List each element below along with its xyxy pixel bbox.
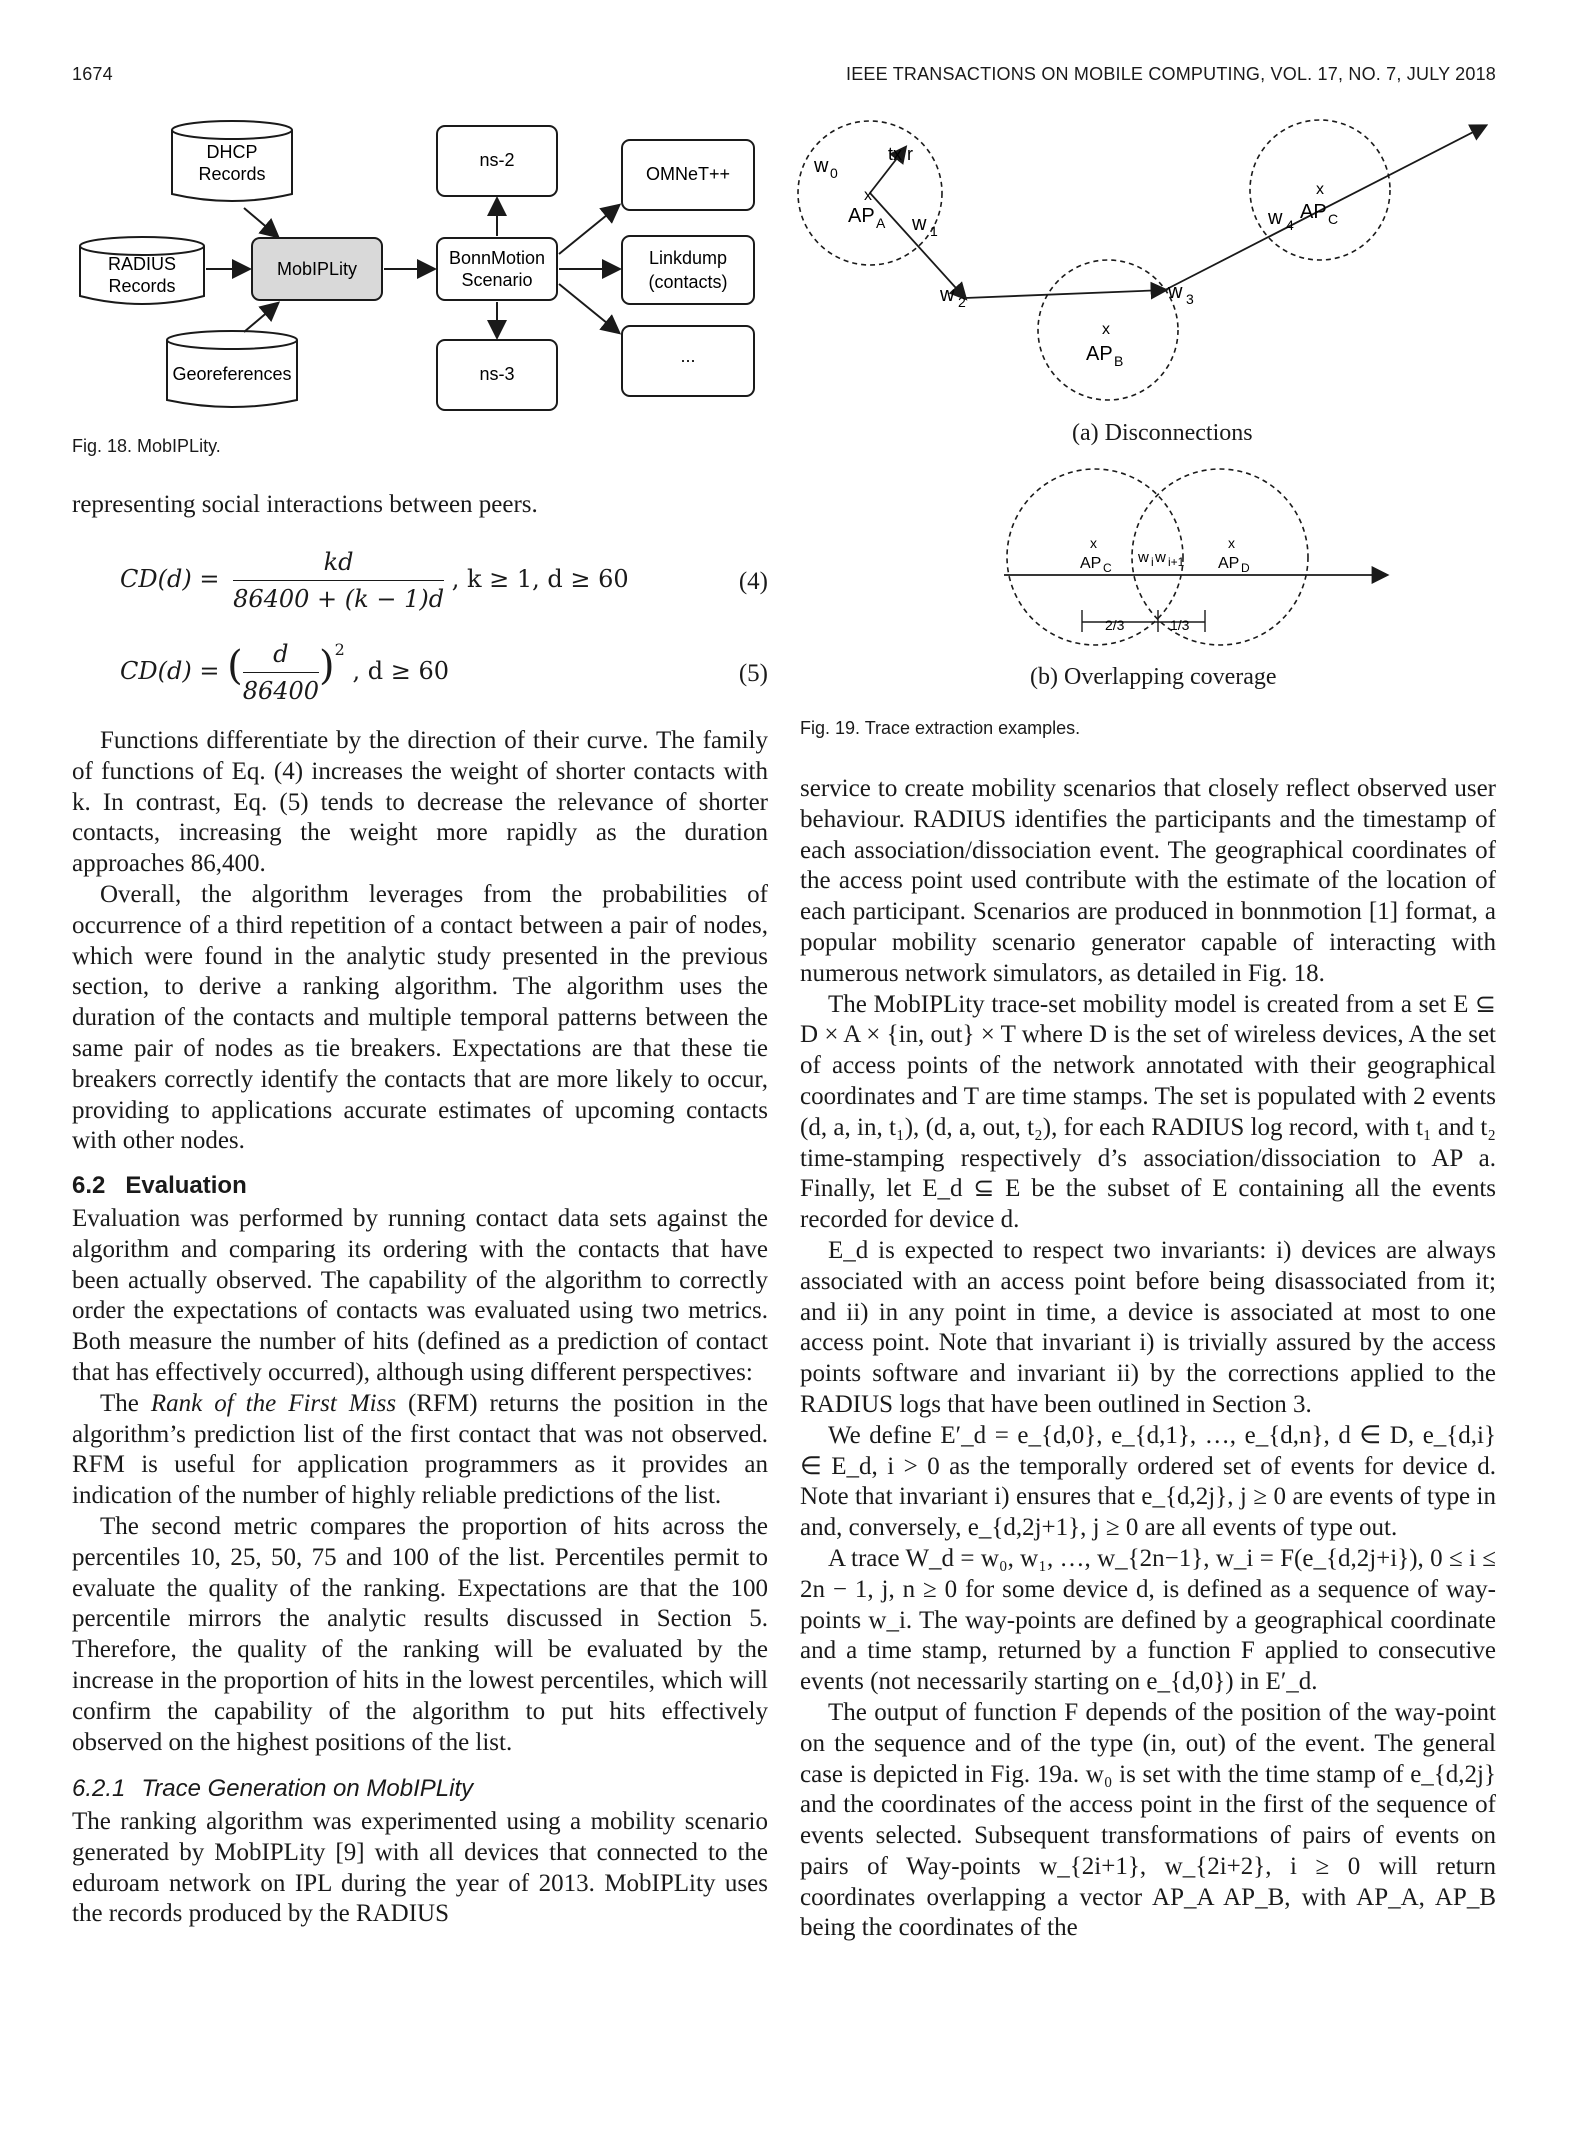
svg-text:2: 2 xyxy=(958,294,966,310)
svg-text:x: x xyxy=(1102,321,1110,338)
eq5-condition: , d ≥ 60 xyxy=(352,657,450,685)
svg-text:ns-2: ns-2 xyxy=(479,150,514,170)
left-column-body: Functions differentiate by the direction… xyxy=(72,726,768,1930)
ns3-node: ns-3 xyxy=(436,339,558,411)
svg-text:B: B xyxy=(1114,353,1123,369)
page-header: 1674 IEEE TRANSACTIONS ON MOBILE COMPUTI… xyxy=(72,64,1496,92)
eq4-lhs: CD(d) = xyxy=(120,565,220,593)
para-trace-set: The MobIPLity trace-set mobility model i… xyxy=(800,990,1496,1234)
svg-text:AP: AP xyxy=(848,205,875,227)
left-column: representing social interactions between… xyxy=(72,490,768,521)
ns2-node: ns-2 xyxy=(436,125,558,197)
eq4-number: (4) xyxy=(738,568,768,595)
svg-text:w: w xyxy=(1154,549,1166,566)
svg-text:ns-3: ns-3 xyxy=(479,364,514,384)
svg-text:4: 4 xyxy=(1286,217,1294,233)
para-service: service to create mobility scenarios tha… xyxy=(800,775,1496,987)
section-6-2-heading: 6.2 Evaluation xyxy=(72,1172,247,1200)
svg-text:w: w xyxy=(911,213,927,235)
svg-text:Scenario: Scenario xyxy=(461,270,532,290)
svg-text:3: 3 xyxy=(1186,291,1194,307)
georeferences-node: Georeferences xyxy=(166,330,298,408)
equation-4: CD(d) = kd 86400 + (k − 1)d , k ≥ 1, d ≥… xyxy=(120,548,768,618)
eq4-numerator: kd xyxy=(233,548,445,581)
svg-text:C: C xyxy=(1328,211,1338,227)
svg-text:AP: AP xyxy=(1080,555,1101,572)
para-rfm: The Rank of the First Miss (RFM) returns… xyxy=(72,1389,768,1510)
svg-text:x: x xyxy=(1090,535,1097,551)
svg-text:1/3: 1/3 xyxy=(1170,617,1190,633)
section-6-2-1-heading: 6.2.1 Trace Generation on MobIPLity xyxy=(72,1775,474,1803)
svg-text:AP: AP xyxy=(1086,343,1113,365)
svg-text:1: 1 xyxy=(930,223,938,239)
eq5-number: (5) xyxy=(738,660,768,687)
fig18-caption: Fig. 18. MobIPLity. xyxy=(72,436,221,456)
para-evaluation: Evaluation was performed by running cont… xyxy=(72,1204,768,1386)
svg-text:AP: AP xyxy=(1300,201,1327,223)
para-define: We define E′_d = e_{d,0}, e_{d,1}, …, e_… xyxy=(800,1421,1496,1542)
page-number: 1674 xyxy=(72,64,113,84)
mobiplity-node: MobIPLity xyxy=(251,237,383,301)
svg-text:OMNeT++: OMNeT++ xyxy=(646,164,730,184)
right-column: service to create mobility scenarios tha… xyxy=(800,774,1496,1944)
eq5-numerator: d xyxy=(242,640,320,673)
para-functions: Functions differentiate by the direction… xyxy=(72,727,768,878)
svg-text:2/3: 2/3 xyxy=(1105,617,1125,633)
fig18-arrows xyxy=(206,196,622,340)
svg-text:D: D xyxy=(1241,561,1250,575)
fig19b-caption: (b) Overlapping coverage xyxy=(1030,664,1277,690)
dhcp-label-2: Records xyxy=(198,164,265,184)
figure-18: DHCP Records RADIUS Records Georeference… xyxy=(72,118,772,428)
svg-text:Linkdump: Linkdump xyxy=(649,248,727,268)
svg-text:MobIPLity: MobIPLity xyxy=(277,259,357,279)
w0-label: w xyxy=(813,155,829,177)
omnet-node: OMNeT++ xyxy=(621,139,755,211)
svg-text:w: w xyxy=(1267,207,1283,229)
para-ranking-experiment: The ranking algorithm was experimented u… xyxy=(72,1808,768,1928)
svg-text:i: i xyxy=(1151,555,1154,569)
eq4-condition: , k ≥ 1, d ≥ 60 xyxy=(451,565,629,593)
svg-text:Georeferences: Georeferences xyxy=(172,364,291,384)
bonnmotion-node: BonnMotion Scenario xyxy=(436,237,558,301)
dhcp-records-node: DHCP Records xyxy=(171,120,293,202)
svg-text:0: 0 xyxy=(830,165,838,181)
para-second-metric: The second metric compares the proportio… xyxy=(72,1512,768,1756)
svg-text:A: A xyxy=(876,215,886,231)
svg-text:BonnMotion: BonnMotion xyxy=(449,248,545,268)
svg-text:w: w xyxy=(939,284,955,306)
more-simulators-node: ... xyxy=(621,325,755,397)
para-trace: A trace W_d = w₀, w₁, …, w_{2n−1}, w_i =… xyxy=(800,1544,1496,1696)
para-invariants: E_d is expected to respect two invariant… xyxy=(800,1236,1496,1418)
svg-text:x: x xyxy=(1316,181,1324,198)
svg-text:AP: AP xyxy=(1218,555,1239,572)
svg-text:i+1: i+1 xyxy=(1168,555,1185,569)
eq5-exponent: 2 xyxy=(334,640,345,659)
equation-5: CD(d) = ( d 86400 )2 , d ≥ 60 (5) xyxy=(120,640,768,705)
radius-records-node: RADIUS Records xyxy=(79,236,205,305)
svg-text:x: x xyxy=(864,187,872,204)
dhcp-label-1: DHCP xyxy=(206,142,257,162)
svg-text:x: x xyxy=(1228,535,1235,551)
svg-text:C: C xyxy=(1103,561,1112,575)
fig19a-caption: (a) Disconnections xyxy=(1072,420,1253,446)
svg-text:...: ... xyxy=(680,346,695,366)
eq5-denominator: 86400 xyxy=(242,677,320,705)
para-overall: Overall, the algorithm leverages from th… xyxy=(72,880,768,1155)
svg-text:RADIUS: RADIUS xyxy=(108,254,176,274)
linkdump-node: Linkdump (contacts) xyxy=(621,235,755,305)
txr-label: tx r xyxy=(888,144,913,164)
intro-text: representing social interactions between… xyxy=(72,491,538,518)
svg-text:w: w xyxy=(1137,549,1149,566)
eq5-lhs: CD(d) = xyxy=(120,657,220,685)
eq4-denominator: 86400 + (k − 1)d xyxy=(233,585,445,613)
para-output: The output of function F depends of the … xyxy=(800,1698,1496,1942)
svg-text:Records: Records xyxy=(108,276,175,296)
svg-text:(contacts): (contacts) xyxy=(648,272,727,292)
journal-info: IEEE TRANSACTIONS ON MOBILE COMPUTING, V… xyxy=(846,64,1496,84)
fig19-caption: Fig. 19. Trace extraction examples. xyxy=(800,718,1081,738)
svg-text:w: w xyxy=(1167,281,1183,303)
